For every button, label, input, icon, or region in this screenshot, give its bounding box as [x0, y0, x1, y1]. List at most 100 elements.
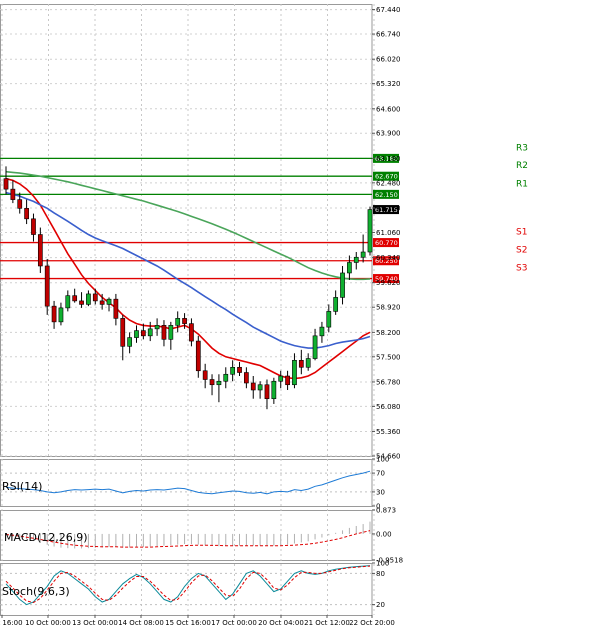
candle-bull [86, 293, 91, 305]
candle-bull [58, 307, 64, 323]
level-price-tag-S3 [373, 274, 399, 284]
candle-bear [244, 372, 249, 384]
candle-bear [195, 340, 201, 372]
level-price-tag-text-R1: 62.150 [375, 191, 398, 199]
stoch-tick-label: 100 [376, 560, 389, 568]
x-tick-label: 13 Oct 00:00 [72, 619, 118, 627]
stoch-tick-label: 20 [376, 601, 385, 609]
candle-bear [140, 330, 146, 337]
level-price-tag-R3 [373, 153, 399, 163]
ma-line-ma_mid [5, 191, 371, 349]
candle-bull [127, 337, 132, 347]
x-tick-label: 14 Oct 08:00 [118, 619, 164, 627]
candle-bear [209, 379, 215, 386]
price-tick-label: 64.600 [376, 105, 401, 113]
ma-line-ma_fast [5, 177, 371, 380]
candle-bull [347, 262, 352, 274]
candle-bull [216, 380, 222, 386]
candle-bear [161, 325, 167, 340]
price-tick-label: 59.620 [376, 279, 401, 287]
price-tick-label: 63.180 [376, 155, 401, 163]
price-tick-label: 67.440 [376, 6, 401, 14]
rsi-tick-label: 100 [376, 456, 389, 464]
stoch-tick-label: 80 [376, 570, 385, 578]
candle-bear [264, 384, 270, 400]
candle-bear [37, 234, 43, 267]
level-label-R2: R2 [516, 161, 528, 171]
macd-label: MACD(12,26,9) [4, 531, 88, 544]
rsi-label: RSI(14) [2, 480, 42, 493]
candle-bull [353, 256, 359, 263]
candle-bear [51, 305, 57, 323]
current-price-tag-text: 61.715 [375, 206, 398, 214]
price-tick-label: 56.780 [376, 378, 401, 386]
panel-frame-stoch [0, 563, 373, 616]
price-tick-label: 58.920 [376, 304, 401, 312]
x-tick-label: 21 Oct 12:00 [304, 619, 350, 627]
ma-line-ma_slow [5, 170, 371, 281]
candle-bull [305, 358, 311, 368]
level-price-tag-text-R2: 62.670 [375, 173, 398, 181]
rsi-tick-label: 0 [376, 503, 380, 511]
candle-bear [99, 300, 105, 305]
rsi-panel: 100 70 30 0 RSI(14) [0, 456, 389, 511]
candle-bull [168, 325, 174, 340]
candle-bull [175, 318, 181, 326]
price-tick-label: 61.060 [376, 229, 401, 237]
rsi-tick-label: 30 [376, 488, 385, 496]
candle-bull [154, 325, 160, 330]
candle-bear [182, 318, 187, 324]
x-tick-label: 10 Oct 00:00 [25, 619, 71, 627]
candle-bear [298, 359, 304, 368]
candle-bull [340, 272, 345, 298]
candle-bear [44, 265, 50, 307]
candle-bear [120, 318, 126, 347]
candle-bear [113, 298, 119, 319]
level-price-tag-text-S3: 59.740 [375, 275, 398, 283]
candle-bear [31, 218, 36, 235]
candle-bull [278, 375, 284, 382]
price-tick-label: 60.340 [376, 254, 401, 262]
macd-panel: 0.873 0.00 -0.9518 MACD(12,26,9) [4, 507, 403, 565]
price-tick-label: 61.760 [376, 204, 401, 212]
x-tick-label: 17 Oct 00:00 [211, 619, 257, 627]
candle-bull [223, 373, 229, 382]
level-price-tag-text-R3: 63.180 [375, 155, 398, 163]
level-price-tag-S1 [373, 238, 399, 248]
candle-bear [202, 370, 208, 380]
price-tick-label: 66.020 [376, 56, 401, 64]
moving-averages [5, 170, 371, 380]
candle-bear [3, 178, 9, 190]
price-tick-label: 57.500 [376, 353, 401, 361]
level-label-R1: R1 [516, 179, 528, 189]
level-label-S1: S1 [516, 228, 527, 238]
candle-bear [24, 208, 29, 220]
level-price-tag-S2 [373, 256, 399, 266]
candle-bear [17, 199, 23, 209]
price-tick-label: 62.480 [376, 179, 401, 187]
candle-bear [250, 382, 256, 391]
candles [3, 166, 373, 410]
stoch-d-line [5, 565, 371, 604]
axes: 67.440 66.740 66.020 65.320 64.600 63.900 63.1… [0, 6, 401, 627]
x-tick-label: 22 Oct 20:00 [349, 619, 395, 627]
price-tick-label: 56.080 [376, 403, 401, 411]
price-tick-label: 66.740 [376, 31, 401, 39]
panel-frame-price [0, 4, 373, 457]
x-tick-label: 20 Oct 04:00 [258, 619, 304, 627]
candle-bull [312, 335, 318, 359]
current-price-tag [373, 205, 399, 215]
price-tick-label: 58.200 [376, 329, 401, 337]
candle-bull [319, 326, 325, 337]
candle-bear [237, 366, 242, 373]
candle-bull [333, 297, 339, 312]
level-price-tag-text-S1: 60.770 [375, 239, 398, 247]
candle-bull [106, 298, 112, 305]
rsi-line [5, 470, 371, 495]
x-tick-label: 15 Oct 16:00 [165, 619, 211, 627]
level-price-tag-R2 [373, 171, 399, 181]
candle-bull [367, 209, 373, 253]
stoch-panel: 100 80 20 Stoch(9,6,3) [0, 560, 389, 609]
candle-bull [271, 380, 277, 400]
